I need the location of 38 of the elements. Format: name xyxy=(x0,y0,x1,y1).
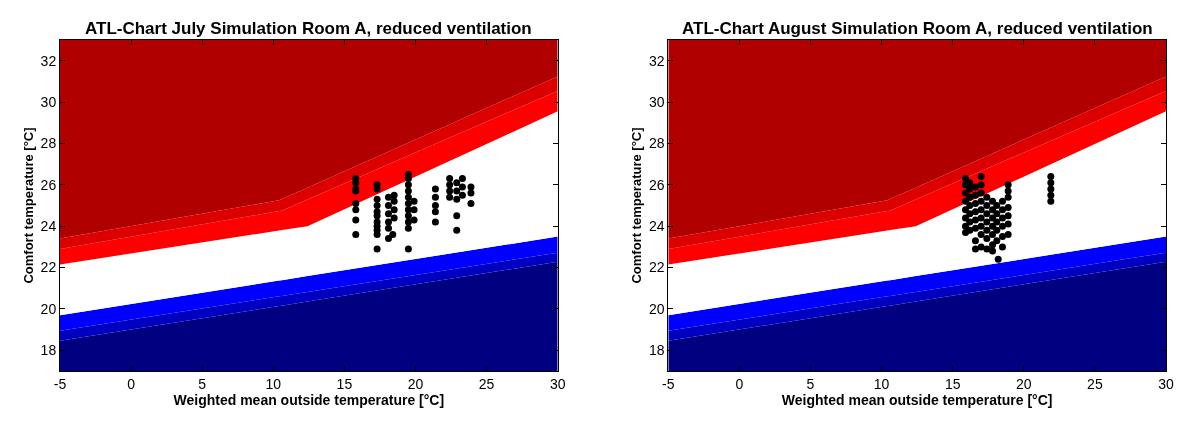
y-tick-label: 24 xyxy=(648,218,665,235)
x-tick-label: 15 xyxy=(944,375,961,392)
y-tick-label: 18 xyxy=(648,342,665,359)
x-tick-label: 30 xyxy=(549,375,566,392)
x-tick-label: 0 xyxy=(735,375,744,392)
x-tick-label: 5 xyxy=(198,375,207,392)
y-tick-label: 26 xyxy=(40,176,57,193)
x-tick-label: 20 xyxy=(407,375,424,392)
x-tick-label: 0 xyxy=(127,375,136,392)
y-tick-label: 22 xyxy=(648,259,665,276)
x-tick-label: 20 xyxy=(1016,375,1032,392)
x-tick-label: 25 xyxy=(1087,375,1103,392)
x-tick-label: -5 xyxy=(53,375,67,392)
y-tick-label: 22 xyxy=(40,259,57,276)
x-tick-label: 25 xyxy=(478,375,495,392)
x-tick-label: 30 xyxy=(1158,375,1174,392)
y-tick-label: 26 xyxy=(648,176,665,193)
chart-title: ATL-Chart July Simulation Room A, reduced ventilation xyxy=(85,19,532,38)
y-tick-label: 32 xyxy=(648,52,665,69)
chart-title: ATL-Chart August Simulation Room A, reduced ventilation xyxy=(682,19,1153,38)
y-tick-label: 20 xyxy=(648,300,665,317)
y-tick-label: 30 xyxy=(40,93,57,110)
y-tick-label: 28 xyxy=(648,135,665,152)
x-tick-label: 15 xyxy=(336,375,353,392)
x-tick-label: -5 xyxy=(662,375,675,392)
y-tick-label: 30 xyxy=(648,93,665,110)
y-tick-label: 28 xyxy=(40,135,57,152)
y-tick-label: 32 xyxy=(40,52,57,69)
y-axis-title: Comfort temperature [°C] xyxy=(628,127,644,284)
y-tick-label: 18 xyxy=(40,342,57,359)
y-axis-title: Comfort temperature [°C] xyxy=(20,127,36,284)
x-axis-title: Weighted mean outside temperature [°C] xyxy=(781,391,1053,408)
x-tick-label: 5 xyxy=(806,375,815,392)
y-tick-label: 24 xyxy=(40,218,57,235)
y-tick-label: 20 xyxy=(40,300,57,317)
x-tick-label: 10 xyxy=(265,375,282,392)
x-axis-title: Weighted mean outside temperature [°C] xyxy=(173,391,445,408)
x-tick-label: 10 xyxy=(873,375,890,392)
